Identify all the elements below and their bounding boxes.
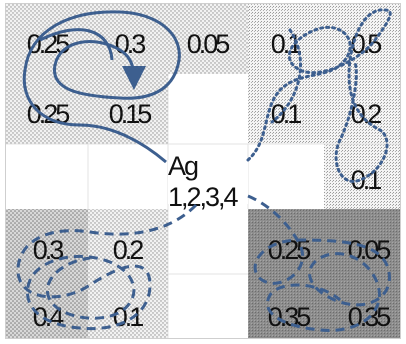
value-tl-4: 0.15: [108, 98, 153, 129]
solid-flow-segment: [39, 28, 114, 61]
cell-bg: [248, 209, 401, 339]
value-br-3: 0.35: [267, 301, 312, 332]
dotted-flow-arrow: [246, 8, 392, 183]
value-bl-1: 0.3: [32, 234, 65, 265]
value-bl-2: 0.2: [112, 234, 145, 265]
cell-bg: [6, 74, 88, 144]
dotted-flow-segment: [270, 28, 302, 124]
cell-bg: [248, 4, 324, 144]
value-tr-5: 0.1: [350, 164, 383, 195]
value-tl-2: 0.3: [114, 28, 147, 59]
dashed-flow-arrow-left: [16, 203, 198, 331]
dashed-flow-arrow-right: [247, 194, 391, 332]
cell-bg: [88, 4, 168, 74]
value-tl-extra: 0.05: [186, 28, 231, 59]
cell-bg: [324, 4, 401, 209]
solid-flow-arrow: [22, 10, 181, 164]
cell-bg: [168, 4, 248, 74]
